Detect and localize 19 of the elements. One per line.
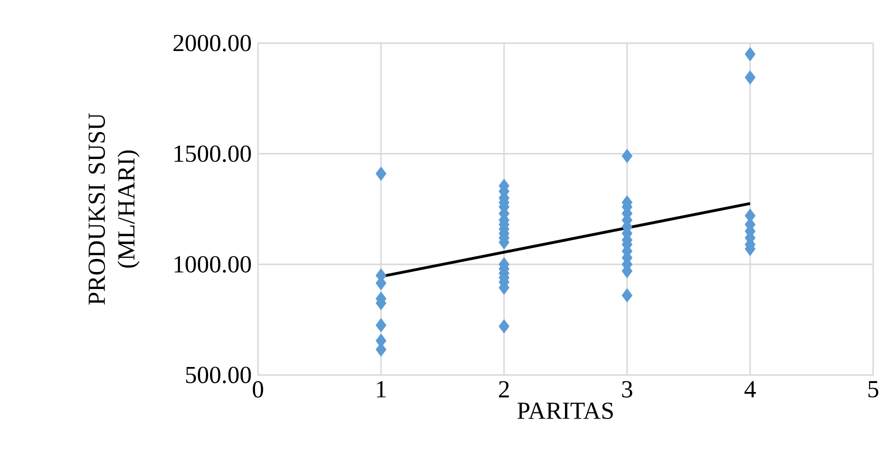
x-tick-label: 3 (622, 381, 632, 398)
point (744, 47, 756, 62)
x-tick-label: 4 (744, 381, 756, 398)
point (622, 148, 632, 163)
point (622, 288, 632, 302)
x-tick-label: 0 (252, 381, 264, 398)
point (498, 319, 510, 334)
point (744, 70, 756, 84)
y-tick-label: 1500.00 (174, 145, 251, 162)
point (376, 318, 386, 332)
y-tick-label: 500.00 (186, 366, 251, 384)
y-tick-label: 1000.00 (174, 256, 251, 273)
y-tick-label: 2000.00 (174, 34, 251, 52)
y-axis-title: PRODUKSI SUSU (ML/HARI) (88, 113, 140, 305)
x-tick-label: 5 (868, 381, 878, 398)
x-tick-label: 2 (499, 381, 509, 398)
x-tick-label: 1 (377, 381, 386, 398)
point (376, 166, 386, 181)
x-axis-title: PARITAS (518, 402, 613, 420)
